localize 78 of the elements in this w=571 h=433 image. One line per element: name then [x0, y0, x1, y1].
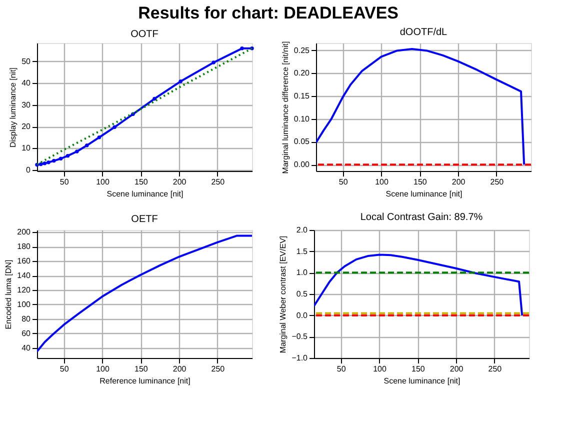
y-tick-label: 10	[22, 144, 32, 153]
y-tick-label: 60	[22, 328, 32, 338]
chart-title: OOTF	[130, 29, 158, 40]
y-tick-label: 1.0	[296, 268, 308, 278]
y-tick-label: 0.5	[296, 290, 308, 298]
y-tick-label: 160	[17, 256, 32, 266]
x-axis-title: Scene luminance [nit]	[384, 376, 460, 386]
x-tick-label: 50	[60, 178, 70, 186]
x-tick-label: 250	[488, 364, 502, 374]
x-axis-title: Reference luminance [nit]	[100, 376, 190, 386]
y-tick-label: 0.10	[294, 114, 310, 124]
y-tick-label: 1.5	[296, 246, 308, 256]
x-tick-label: 200	[452, 178, 466, 186]
y-tick-label: 200	[17, 228, 32, 237]
y-tick-label: 180	[17, 242, 32, 252]
x-tick-label: 50	[338, 178, 348, 186]
line-series	[314, 254, 524, 316]
point	[112, 125, 116, 130]
point	[152, 96, 156, 101]
y-tick-label: 0.20	[294, 68, 310, 78]
x-tick-label: 200	[450, 364, 464, 374]
y-tick-label: 0.0	[296, 310, 308, 320]
y-axis-title: Marginal luminance difference [nit/nit]	[280, 41, 290, 174]
y-tick-label: 120	[17, 286, 32, 295]
point	[212, 60, 216, 64]
x-tick-label: 100	[96, 364, 110, 374]
point	[178, 80, 182, 84]
x-tick-label: 150	[134, 178, 148, 186]
point	[58, 156, 63, 160]
y-axis-title: Display luminance [nit]	[8, 67, 18, 148]
point	[66, 154, 70, 158]
y-tick-label: 0.25	[294, 46, 310, 55]
point	[97, 136, 102, 140]
y-axis-title: Encoded luma [DN]	[4, 260, 14, 330]
y-tick-label: 140	[17, 271, 32, 280]
x-axis-title: Scene luminance [nit]	[106, 190, 184, 198]
y-tick-label: 40	[22, 343, 32, 352]
y-tick-label: 0.15	[294, 92, 310, 101]
point	[75, 150, 79, 154]
x-tick-label: 150	[413, 178, 428, 186]
point	[52, 158, 56, 163]
point	[85, 144, 89, 148]
y-tick-label: 0.05	[294, 137, 310, 146]
x-tick-label: 50	[336, 364, 346, 374]
x-tick-label: 150	[134, 364, 148, 374]
x-tick-label: 150	[411, 364, 426, 374]
point	[240, 46, 244, 50]
y-tick-label: 30	[22, 100, 32, 110]
y-tick-label: 2.0	[296, 226, 308, 234]
chart-title: dOOTF/dL	[400, 26, 448, 38]
x-tick-label: 100	[375, 178, 389, 186]
x-tick-label: 100	[96, 178, 110, 186]
x-tick-label: 250	[211, 178, 226, 186]
chart-title: Local Contrast Gain: 89.7%	[360, 212, 483, 223]
y-tick-label: −1.0	[292, 354, 308, 362]
line-series	[37, 234, 252, 352]
x-tick-label: 50	[60, 364, 70, 374]
text: Results for chart: DEADLEAVES	[138, 3, 399, 22]
y-tick-label: −0.5	[292, 332, 308, 342]
y-tick-label: 0	[26, 165, 32, 174]
x-tick-label: 100	[373, 364, 387, 374]
x-tick-label: 250	[211, 364, 226, 374]
y-tick-label: 20	[22, 122, 32, 132]
line-series	[316, 48, 526, 166]
y-tick-label: 0.00	[294, 160, 310, 170]
y-tick-label: 100	[17, 300, 32, 309]
x-tick-label: 200	[172, 364, 187, 374]
point	[42, 162, 47, 166]
point	[38, 162, 43, 166]
chart-title: OETF	[131, 214, 158, 226]
y-tick-label: 50	[22, 56, 32, 66]
y-axis-title: Marginal Weber contrast [EV/EV]	[278, 236, 288, 354]
y-tick-label: 40	[22, 78, 32, 88]
x-tick-label: 250	[490, 178, 504, 186]
x-axis-title: Scene luminance [nit]	[386, 190, 462, 198]
y-tick-label: 80	[22, 314, 32, 324]
x-tick-label: 200	[172, 178, 187, 186]
point	[46, 160, 50, 164]
